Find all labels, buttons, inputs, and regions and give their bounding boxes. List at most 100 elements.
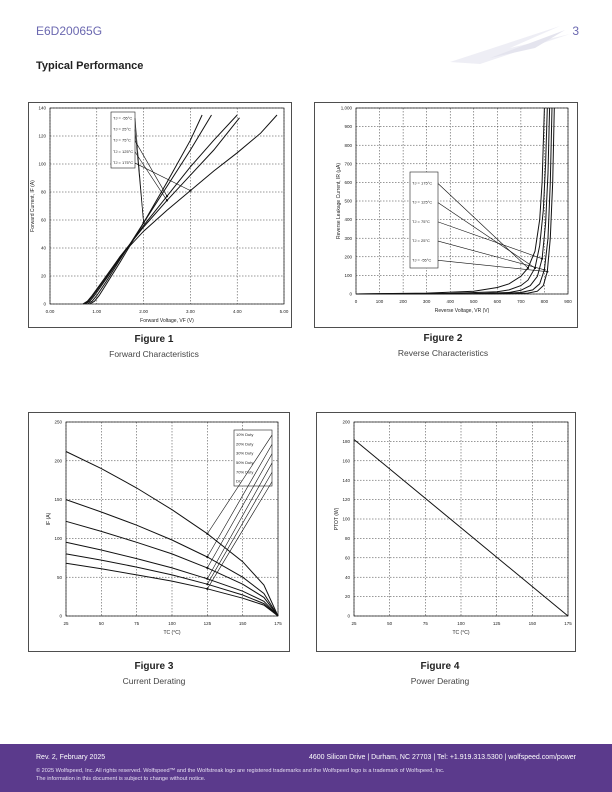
series-line <box>355 107 555 295</box>
y-tick-label: 60 <box>345 555 351 560</box>
y-tick-label: 200 <box>54 458 62 463</box>
legend-box <box>110 111 136 169</box>
x-tick-label: 25 <box>63 621 69 626</box>
figure-2-caption: Reverse Characteristics <box>397 348 489 358</box>
y-tick-label: 0 <box>347 614 350 619</box>
legend-entry: 70% Duty <box>236 469 253 474</box>
plot-area-border <box>353 421 569 617</box>
legend-entry: TJ = 125°C <box>412 200 432 205</box>
y-tick-label: 0 <box>59 614 62 619</box>
x-axis-label: Forward Voltage, VF (V) <box>140 318 194 324</box>
figure-3-title: Figure 3 <box>134 661 174 672</box>
y-tick-label: 160 <box>342 458 350 463</box>
y-axis-label: PTOT (W) <box>334 507 340 530</box>
legend-entry: TJ = 75°C <box>412 219 430 224</box>
y-tick-label: 900 <box>344 124 352 129</box>
chart-forward-characteristics-svg: 0.00 1.00 2.00 3.00 4.00 5.00 0 20 40 60 80 100 120 1… <box>28 102 292 328</box>
x-tick-label: 150 <box>529 621 537 626</box>
y-tick-label: 400 <box>344 217 352 222</box>
chart-power-derating: 25 50 75 100 125 150 175 0 20 40 60 80 100 120 140 160 1… <box>316 412 580 654</box>
series-line <box>65 451 279 617</box>
x-tick-label: 900 <box>564 299 572 304</box>
x-axis-label: Reverse Voltage, VR (V) <box>435 308 490 314</box>
plot-area-border <box>65 421 279 617</box>
legend-entry: DC <box>236 479 242 484</box>
legend-leader-line <box>207 462 273 579</box>
figure-4-title: Figure 4 <box>420 661 460 672</box>
x-tick-label: 100 <box>376 299 384 304</box>
chart-power-derating-svg: 25 50 75 100 125 150 175 0 20 40 60 80 100 120 140 160 1… <box>316 412 576 652</box>
legend-entry: TJ = 175°C <box>113 160 133 165</box>
legend-entry: TJ = 75°C <box>113 138 131 143</box>
x-tick-label: 75 <box>423 621 429 626</box>
footer-disclaimer: The information in this document is subj… <box>36 776 206 782</box>
part-number: E6D20065G <box>36 24 103 38</box>
x-tick-label: 700 <box>517 299 525 304</box>
y-tick-label: 120 <box>38 134 46 139</box>
series-line <box>355 107 553 295</box>
legend-entry: TJ = -55°C <box>113 115 132 120</box>
y-tick-label: 20 <box>345 594 351 599</box>
y-tick-label: 600 <box>344 180 352 185</box>
y-tick-label: 1,000 <box>341 106 353 111</box>
chart-current-derating: 25 50 75 100 125 150 175 0 50 100 150 200 250 TC (°C)… <box>28 412 292 654</box>
y-tick-label: 0 <box>349 292 352 297</box>
legend-entry: TJ = 25°C <box>412 238 430 243</box>
y-tick-label: 300 <box>344 236 352 241</box>
figure-1-caption: Forward Characteristics <box>109 349 199 359</box>
series-line <box>65 553 279 617</box>
series-line <box>355 107 551 295</box>
legend-leader-line <box>437 183 529 269</box>
x-tick-label: 500 <box>470 299 478 304</box>
x-tick-label: 125 <box>204 621 212 626</box>
chart-forward-characteristics: 0.00 1.00 2.00 3.00 4.00 5.00 0 20 40 60 80 100 120 1… <box>28 102 292 328</box>
x-tick-label: 75 <box>134 621 140 626</box>
page-number: 3 <box>572 24 579 38</box>
y-tick-label: 180 <box>342 439 350 444</box>
figure-2-title: Figure 2 <box>423 333 463 344</box>
legend-entry: TJ = 25°C <box>113 126 131 131</box>
legend-leader-arrow <box>206 583 209 586</box>
y-axis-label: Forward Current, IF (A) <box>30 180 36 232</box>
legend-leader-arrow <box>206 532 209 535</box>
x-tick-label: 400 <box>446 299 454 304</box>
series-line <box>355 107 545 295</box>
series-line <box>65 562 279 617</box>
section-title: Typical Performance <box>36 60 144 72</box>
y-tick-label: 140 <box>342 478 350 483</box>
x-tick-label: 175 <box>564 621 572 626</box>
x-tick-label: 1.00 <box>92 309 101 314</box>
legend-leader-line <box>207 434 273 534</box>
series-line <box>65 541 279 617</box>
x-tick-label: 100 <box>168 621 176 626</box>
y-tick-label: 100 <box>54 536 62 541</box>
legend-leader-arrow <box>165 195 169 198</box>
y-tick-label: 120 <box>342 497 350 502</box>
x-tick-label: 2.00 <box>139 309 148 314</box>
series-line <box>65 499 279 617</box>
legend-leader-line <box>207 444 273 558</box>
legend-leader-arrow <box>142 221 145 224</box>
legend-entry: 30% Duty <box>236 451 253 456</box>
y-tick-label: 100 <box>342 517 350 522</box>
y-tick-label: 140 <box>38 106 46 111</box>
series-line <box>87 114 212 305</box>
chart-reverse-characteristics: 0 100 200 300 400 500 600 700 800 900 0 100 200 300 40… <box>314 102 578 328</box>
y-tick-label: 80 <box>41 190 47 195</box>
x-tick-label: 175 <box>274 621 282 626</box>
legend-leader-line <box>207 481 273 589</box>
legend-leader-line <box>437 259 548 272</box>
legend-leader-line <box>437 240 545 271</box>
x-tick-label: 200 <box>399 299 407 304</box>
legend-leader-arrow <box>540 257 544 260</box>
y-tick-label: 200 <box>344 254 352 259</box>
legend-leader-line <box>134 162 191 191</box>
x-tick-label: 100 <box>457 621 465 626</box>
legend-entry: TJ = 175°C <box>412 180 432 185</box>
plot-area-border <box>49 107 285 305</box>
chart-frame <box>314 102 578 328</box>
legend-entry: 50% Duty <box>236 460 253 465</box>
footer-copyright: © 2025 Wolfspeed, Inc. All rights reserv… <box>36 768 445 774</box>
legend-leader-line <box>207 472 273 585</box>
legend-leader-line <box>437 202 536 269</box>
